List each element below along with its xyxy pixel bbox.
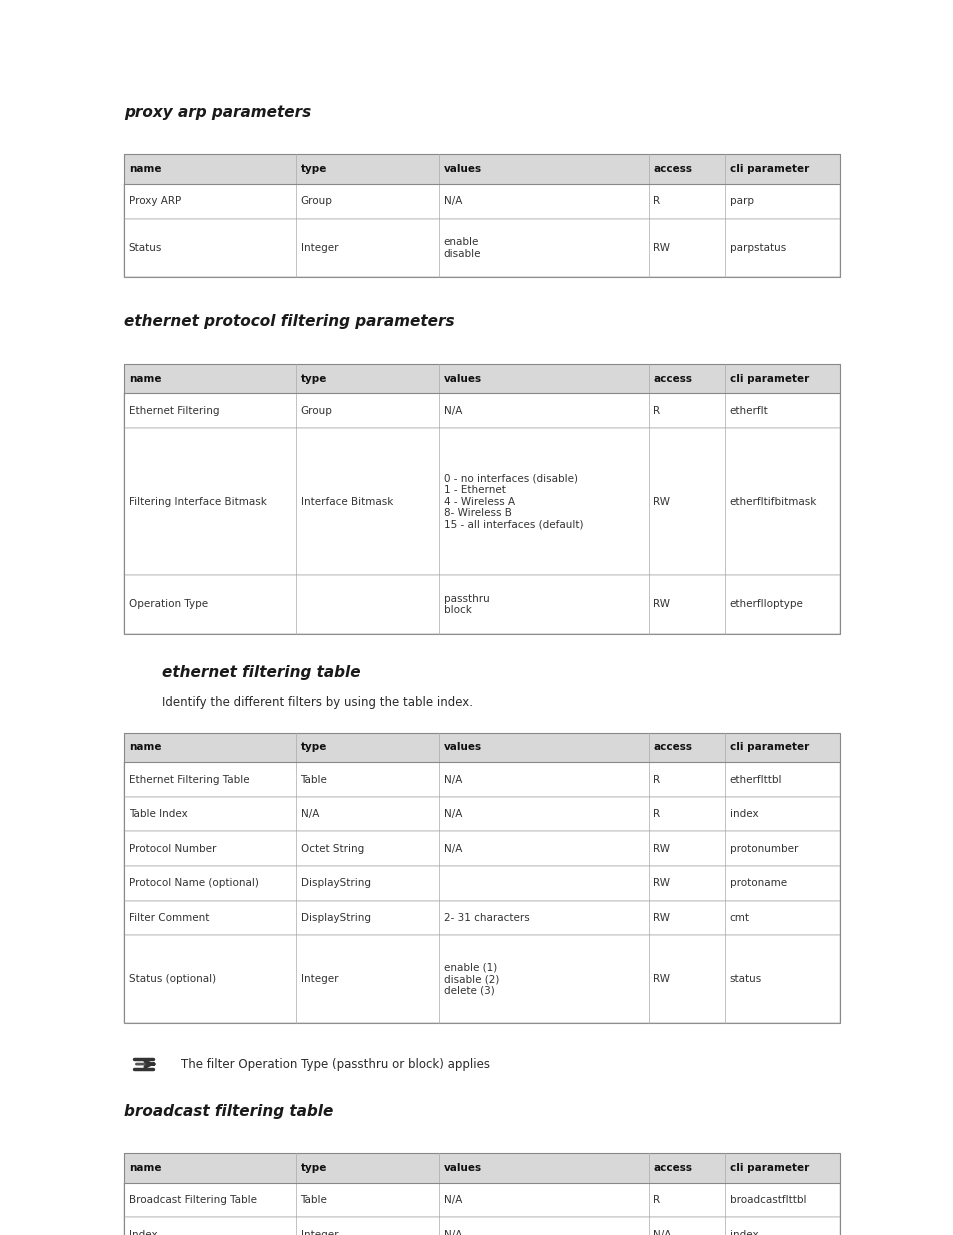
Text: DisplayString: DisplayString [300, 913, 370, 923]
Text: ethernet protocol filtering parameters: ethernet protocol filtering parameters [124, 315, 455, 330]
Bar [124, 732, 839, 762]
Text: N/A: N/A [443, 844, 461, 853]
Text: N/A: N/A [443, 196, 461, 206]
Text: RW: RW [653, 974, 670, 984]
Text: access: access [653, 374, 692, 384]
Bar [124, 429, 839, 576]
Text: enable (1)
disable (2)
delete (3): enable (1) disable (2) delete (3) [443, 962, 498, 995]
Text: R: R [653, 406, 659, 416]
Text: RW: RW [653, 243, 670, 253]
Text: N/A: N/A [443, 406, 461, 416]
Text: etherfltifbitmask: etherfltifbitmask [729, 496, 817, 506]
Text: Integer: Integer [300, 243, 337, 253]
Text: Table: Table [300, 774, 327, 784]
Text: access: access [653, 164, 692, 174]
Text: Proxy ARP: Proxy ARP [129, 196, 181, 206]
Text: RW: RW [653, 599, 670, 609]
Text: N/A: N/A [653, 1230, 671, 1235]
Text: Octet String: Octet String [300, 844, 363, 853]
Bar [124, 935, 839, 1024]
Text: Status: Status [129, 243, 162, 253]
Text: enable
disable: enable disable [443, 237, 480, 259]
Text: The filter Operation Type (passthru or block) applies: The filter Operation Type (passthru or b… [181, 1058, 494, 1071]
Text: values: values [443, 742, 481, 752]
Text: access: access [653, 1163, 692, 1173]
Text: cli parameter: cli parameter [729, 1163, 808, 1173]
Bar [124, 576, 839, 634]
Text: RW: RW [653, 913, 670, 923]
Text: cli parameter: cli parameter [729, 742, 808, 752]
Text: Table Index: Table Index [129, 809, 188, 819]
Text: R: R [653, 196, 659, 206]
Text: R: R [653, 1195, 659, 1205]
Text: passthru
block: passthru block [443, 594, 489, 615]
Bar [124, 1153, 839, 1235]
Text: type: type [300, 1163, 327, 1173]
Bar [124, 762, 839, 797]
Text: etherflt: etherflt [729, 406, 768, 416]
Text: index: index [729, 809, 758, 819]
Text: R: R [653, 774, 659, 784]
Text: Filter Comment: Filter Comment [129, 913, 209, 923]
Text: Integer: Integer [300, 974, 337, 984]
Text: protonumber: protonumber [729, 844, 798, 853]
Text: access: access [653, 742, 692, 752]
Text: name: name [129, 164, 161, 174]
Text: Operation Type: Operation Type [129, 599, 208, 609]
Text: N/A: N/A [443, 774, 461, 784]
Text: Interface Bitmask: Interface Bitmask [300, 496, 393, 506]
Text: Ethernet Filtering: Ethernet Filtering [129, 406, 219, 416]
Text: Group: Group [300, 196, 332, 206]
Text: Table: Table [300, 1195, 327, 1205]
Text: Broadcast Filtering Table: Broadcast Filtering Table [129, 1195, 256, 1205]
Text: values: values [443, 1163, 481, 1173]
Text: Identify the different filters by using the table index.: Identify the different filters by using … [162, 695, 473, 709]
Bar [124, 831, 839, 866]
Text: Integer: Integer [300, 1230, 337, 1235]
Text: 0 - no interfaces (disable)
1 - Ethernet
4 - Wireless A
8- Wireless B
15 - all i: 0 - no interfaces (disable) 1 - Ethernet… [443, 473, 582, 530]
Text: cmt: cmt [729, 913, 749, 923]
Text: DisplayString: DisplayString [300, 878, 370, 888]
Bar [124, 394, 839, 429]
Text: ethernet filtering table: ethernet filtering table [162, 664, 360, 679]
Text: N/A: N/A [443, 1230, 461, 1235]
Text: Ethernet Filtering Table: Ethernet Filtering Table [129, 774, 249, 784]
Text: type: type [300, 742, 327, 752]
Text: Protocol Number: Protocol Number [129, 844, 216, 853]
Text: RW: RW [653, 878, 670, 888]
Text: Index: Index [129, 1230, 157, 1235]
Text: type: type [300, 164, 327, 174]
Text: Group: Group [300, 406, 332, 416]
Text: name: name [129, 1163, 161, 1173]
Text: Status (optional): Status (optional) [129, 974, 215, 984]
Text: broadcast filtering table: broadcast filtering table [124, 1104, 333, 1119]
Text: Protocol Name (optional): Protocol Name (optional) [129, 878, 258, 888]
Bar [124, 154, 839, 184]
Text: parpstatus: parpstatus [729, 243, 785, 253]
Bar [124, 364, 839, 394]
Bar [124, 797, 839, 831]
Text: etherflttbl: etherflttbl [729, 774, 781, 784]
Text: parp: parp [729, 196, 753, 206]
Text: R: R [653, 809, 659, 819]
Bar [124, 732, 839, 1024]
Text: name: name [129, 374, 161, 384]
Bar [124, 154, 839, 278]
Text: broadcastflttbl: broadcastflttbl [729, 1195, 805, 1205]
Text: RW: RW [653, 496, 670, 506]
Text: RW: RW [653, 844, 670, 853]
Text: N/A: N/A [300, 809, 318, 819]
Text: etherflloptype: etherflloptype [729, 599, 802, 609]
Bar [124, 1183, 839, 1218]
Text: 2- 31 characters: 2- 31 characters [443, 913, 529, 923]
Bar [124, 184, 839, 219]
Text: index: index [729, 1230, 758, 1235]
Text: protoname: protoname [729, 878, 786, 888]
Text: Filtering Interface Bitmask: Filtering Interface Bitmask [129, 496, 267, 506]
Bar [124, 1218, 839, 1235]
Bar [124, 900, 839, 935]
Text: values: values [443, 374, 481, 384]
Text: status: status [729, 974, 761, 984]
Bar [124, 219, 839, 278]
Text: N/A: N/A [443, 1195, 461, 1205]
